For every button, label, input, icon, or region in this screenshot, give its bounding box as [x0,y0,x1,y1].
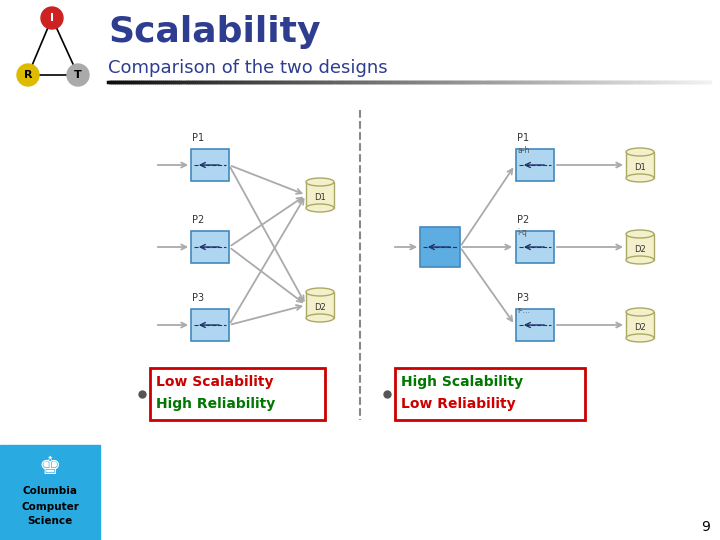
Circle shape [17,64,39,86]
Ellipse shape [626,308,654,316]
Text: Science: Science [27,516,73,526]
Ellipse shape [306,204,334,212]
Text: Low Reliability: Low Reliability [401,397,516,411]
Text: 9: 9 [701,520,710,534]
Bar [191,149,229,181]
Bar [516,149,554,181]
Bar [626,152,654,178]
Text: Columbia: Columbia [22,486,78,496]
Bar [306,182,334,208]
Ellipse shape [306,178,334,186]
Bar [191,231,229,263]
Bar [150,368,325,420]
Text: P3: P3 [517,293,529,303]
Text: D2: D2 [634,246,646,254]
Text: P3: P3 [192,293,204,303]
Text: a-h: a-h [517,146,529,155]
Ellipse shape [626,148,654,156]
Bar [395,368,585,420]
Ellipse shape [306,314,334,322]
Bar [191,309,229,341]
Bar [420,227,460,267]
Ellipse shape [626,334,654,342]
Text: D1: D1 [314,193,326,202]
Text: P1: P1 [517,133,529,143]
Text: r-…: r-… [517,306,530,315]
Text: I: I [50,13,54,23]
Text: Comparison of the two designs: Comparison of the two designs [108,59,387,77]
Text: D2: D2 [634,323,646,333]
Text: R: R [24,70,32,80]
Bar [626,312,654,338]
Text: P2: P2 [192,215,204,225]
Text: i-q: i-q [517,228,527,237]
Ellipse shape [626,174,654,182]
Text: High Reliability: High Reliability [156,397,275,411]
Text: D2: D2 [314,303,326,313]
Ellipse shape [626,230,654,238]
Text: Scalability: Scalability [108,15,320,49]
Text: High Scalability: High Scalability [401,375,523,389]
Ellipse shape [626,256,654,264]
Bar [0,445,100,540]
Text: D1: D1 [634,164,646,172]
Text: Computer: Computer [21,502,79,512]
Text: P2: P2 [517,215,529,225]
Bar [516,309,554,341]
Ellipse shape [306,288,334,296]
Text: P1: P1 [192,133,204,143]
Text: ♚: ♚ [39,455,61,479]
Text: Low Scalability: Low Scalability [156,375,274,389]
Text: T: T [74,70,82,80]
Circle shape [41,7,63,29]
Circle shape [67,64,89,86]
Bar [306,292,334,318]
Bar [626,234,654,260]
Bar [516,231,554,263]
